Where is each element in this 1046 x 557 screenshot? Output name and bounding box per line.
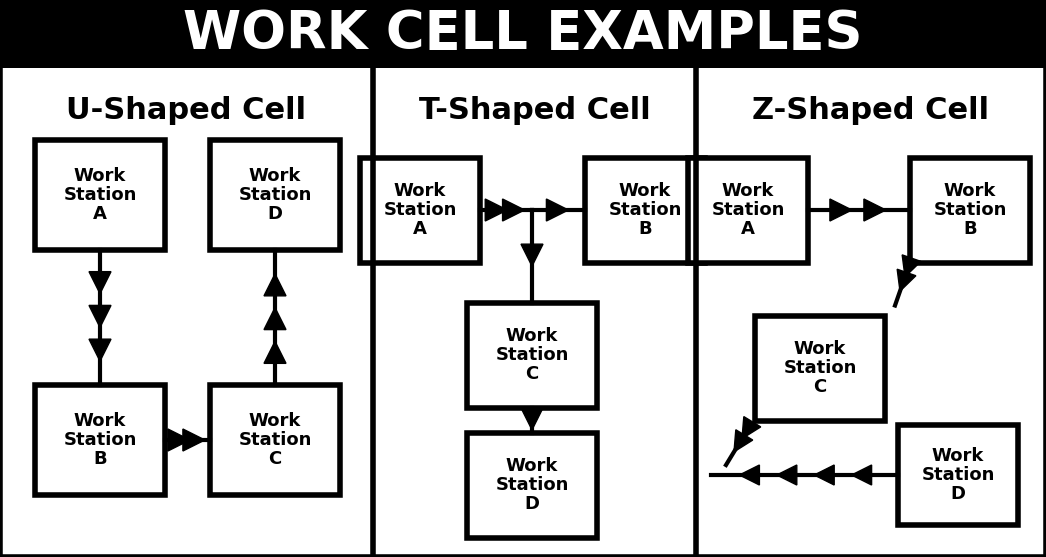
Polygon shape bbox=[814, 465, 835, 485]
Polygon shape bbox=[740, 465, 759, 485]
Polygon shape bbox=[902, 255, 920, 277]
Text: Work
Station
A: Work Station A bbox=[383, 182, 457, 238]
Bar bbox=[0, 0, 1046, 68]
Polygon shape bbox=[734, 430, 753, 452]
Polygon shape bbox=[742, 417, 760, 439]
Bar bbox=[899, 425, 1018, 525]
Polygon shape bbox=[89, 339, 111, 361]
Polygon shape bbox=[89, 305, 111, 328]
Polygon shape bbox=[502, 199, 524, 221]
Text: Work
Station
D: Work Station D bbox=[496, 457, 569, 514]
Bar bbox=[467, 302, 597, 408]
Text: Work
Station
A: Work Station A bbox=[711, 182, 784, 238]
Text: Work
Station
B: Work Station B bbox=[64, 412, 137, 468]
Bar bbox=[210, 385, 340, 495]
Text: Work
Station
B: Work Station B bbox=[933, 182, 1006, 238]
Polygon shape bbox=[829, 199, 851, 221]
Bar bbox=[35, 140, 165, 250]
Text: T-Shaped Cell: T-Shaped Cell bbox=[418, 95, 651, 125]
Polygon shape bbox=[485, 199, 507, 221]
Text: Work
Station
D: Work Station D bbox=[238, 167, 312, 223]
Text: Work
Station
D: Work Station D bbox=[922, 447, 995, 504]
Polygon shape bbox=[168, 429, 190, 451]
Bar bbox=[35, 385, 165, 495]
Text: Work
Station
B: Work Station B bbox=[609, 182, 682, 238]
Text: Work
Station
C: Work Station C bbox=[238, 412, 312, 468]
Polygon shape bbox=[546, 199, 568, 221]
Polygon shape bbox=[777, 465, 797, 485]
Text: Work
Station
A: Work Station A bbox=[64, 167, 137, 223]
Bar bbox=[755, 315, 885, 421]
Text: Work
Station
C: Work Station C bbox=[783, 340, 857, 397]
Bar bbox=[360, 158, 480, 262]
Bar bbox=[910, 158, 1030, 262]
Polygon shape bbox=[521, 244, 543, 266]
Polygon shape bbox=[264, 274, 286, 296]
Text: WORK CELL EXAMPLES: WORK CELL EXAMPLES bbox=[183, 8, 863, 60]
Polygon shape bbox=[89, 272, 111, 294]
Polygon shape bbox=[521, 408, 543, 430]
Polygon shape bbox=[864, 199, 886, 221]
Bar bbox=[467, 432, 597, 538]
Polygon shape bbox=[897, 269, 916, 291]
Polygon shape bbox=[264, 307, 286, 330]
Bar bbox=[210, 140, 340, 250]
Polygon shape bbox=[851, 465, 871, 485]
Text: U-Shaped Cell: U-Shaped Cell bbox=[67, 95, 306, 125]
Bar bbox=[688, 158, 808, 262]
Text: Work
Station
C: Work Station C bbox=[496, 326, 569, 383]
Polygon shape bbox=[264, 341, 286, 363]
Text: Z-Shaped Cell: Z-Shaped Cell bbox=[752, 95, 990, 125]
Polygon shape bbox=[183, 429, 205, 451]
Bar bbox=[585, 158, 705, 262]
